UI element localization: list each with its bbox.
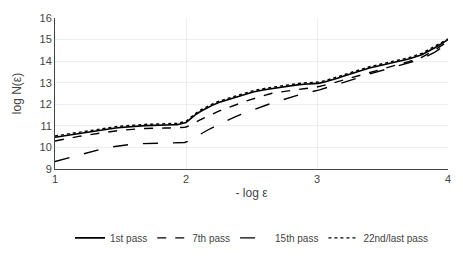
svg-text:15: 15 — [40, 33, 52, 45]
svg-text:1st pass: 1st pass — [110, 233, 147, 244]
svg-text:log N(ε): log N(ε) — [10, 73, 24, 114]
svg-text:22nd/last pass: 22nd/last pass — [363, 233, 428, 244]
svg-text:16: 16 — [40, 12, 52, 24]
svg-text:1: 1 — [52, 173, 58, 185]
svg-text:14: 14 — [40, 55, 52, 67]
svg-text:13: 13 — [40, 77, 52, 89]
svg-text:12: 12 — [40, 98, 52, 110]
svg-text:11: 11 — [40, 120, 51, 132]
svg-text:4: 4 — [445, 173, 451, 185]
svg-text:9: 9 — [46, 163, 52, 175]
svg-text:2: 2 — [183, 173, 189, 185]
svg-text:3: 3 — [314, 173, 320, 185]
svg-text:10: 10 — [40, 141, 52, 153]
svg-text:7th pass: 7th pass — [192, 233, 230, 244]
svg-text:- log ε: - log ε — [235, 186, 268, 200]
svg-text:15th pass: 15th pass — [275, 233, 318, 244]
